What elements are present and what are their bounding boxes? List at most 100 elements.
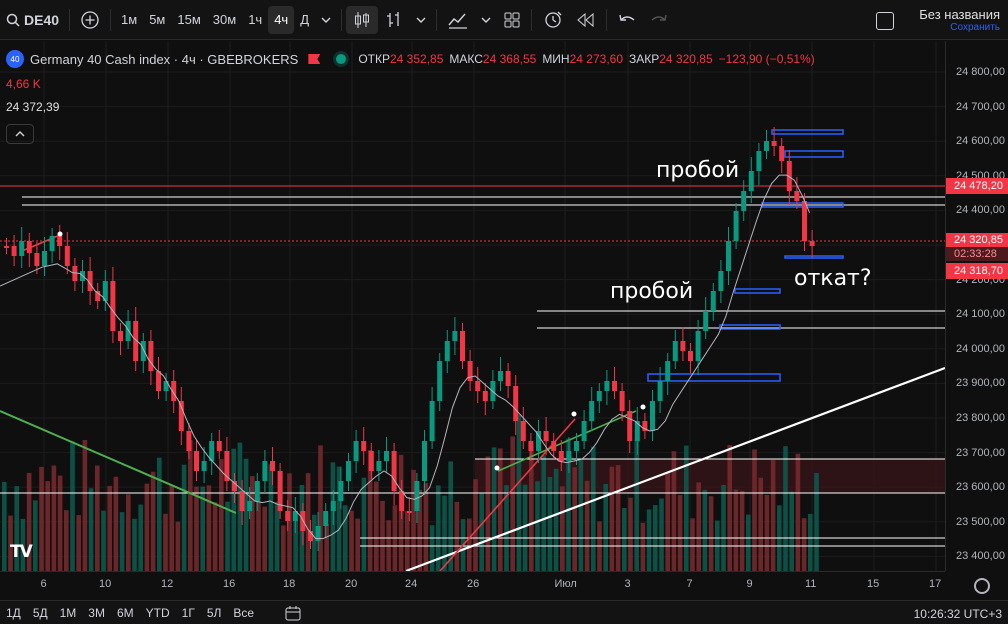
interval-5m[interactable]: 5м [149, 12, 166, 27]
interval-1h[interactable]: 1ч [248, 12, 263, 27]
symbol-badge: 40 [6, 50, 24, 68]
price-tick: 24 100,00 [956, 308, 1005, 321]
range-1m[interactable]: 1М [59, 605, 77, 620]
volume-bar [566, 438, 571, 571]
interval-1m[interactable]: 1м [121, 12, 138, 27]
range-5d[interactable]: 5Д [32, 605, 48, 620]
indicators-dropdown[interactable] [475, 6, 497, 34]
volume-bar [417, 489, 422, 571]
price-tick: 23 400,00 [956, 550, 1005, 563]
calendar-icon[interactable] [284, 604, 302, 622]
volume-bar [361, 477, 367, 571]
order-block [647, 373, 781, 382]
chevron-down-icon [416, 17, 426, 23]
select-checkbox[interactable] [876, 12, 894, 30]
settings-icon[interactable] [974, 578, 990, 594]
volume-bar [702, 489, 708, 571]
range-5y[interactable]: 5Л [206, 605, 222, 620]
volume-bar [225, 501, 230, 571]
candle-body [308, 531, 313, 541]
breakout-annotation-lower[interactable]: пробой [610, 279, 694, 304]
volume-bar [57, 475, 63, 571]
candle-body [178, 401, 184, 431]
candle-body [688, 351, 693, 361]
layout-title[interactable]: Без названия Сохранить [919, 7, 1000, 33]
volume-bar [231, 448, 236, 571]
volume-bar [262, 506, 267, 571]
chart-style-button[interactable] [378, 6, 410, 34]
candle-body [809, 241, 815, 246]
volume-bar [82, 439, 88, 571]
candle-body [201, 461, 207, 471]
level-price-label: 24 478,20 [946, 178, 1008, 194]
replay-icon [577, 12, 594, 27]
chart-style-dropdown[interactable] [410, 6, 432, 34]
range-1d[interactable]: 1Д [6, 605, 21, 620]
candle-body [95, 291, 101, 301]
price-chart[interactable] [0, 41, 946, 573]
layout-button[interactable] [497, 6, 527, 34]
indicators-button[interactable] [441, 6, 475, 34]
volume-bar [553, 468, 559, 571]
candle-body [353, 441, 359, 461]
time-tick: 26 [467, 578, 480, 590]
interval-day[interactable]: Д [300, 12, 310, 27]
candle-body [619, 391, 625, 411]
volume-bar [14, 486, 19, 571]
range-3m[interactable]: 3М [88, 605, 105, 620]
price-tick: 23 500,00 [956, 515, 1005, 528]
range-ytd[interactable]: YTD [145, 605, 170, 620]
alert-button[interactable] [536, 6, 570, 34]
candle-body [102, 281, 108, 301]
candle-body [26, 241, 32, 253]
add-symbol-button[interactable] [74, 6, 106, 34]
candle-body [57, 236, 63, 246]
clock: 10:26:32 UTC+3 [913, 607, 1002, 621]
candle-body [232, 481, 237, 491]
range-6m[interactable]: 6М [116, 605, 134, 620]
volume-bar [572, 467, 577, 571]
redo-button[interactable] [643, 6, 675, 34]
volume-bar [442, 495, 447, 571]
symbol-search[interactable]: DE40 [0, 6, 65, 34]
range-1y[interactable]: 1Г [181, 605, 195, 620]
candle-body [247, 501, 253, 511]
layout-save-status[interactable]: Сохранить [950, 22, 1000, 33]
time-tick: 12 [161, 578, 174, 590]
interval-dropdown[interactable] [315, 6, 337, 34]
marker-dot [640, 404, 646, 410]
candle-body [444, 341, 450, 361]
chart-area[interactable] [0, 41, 946, 573]
price-axis[interactable]: 24 800,00 24 700,00 24 600,00 24 500,00 24 4… [945, 41, 1008, 571]
candle-body [764, 141, 769, 151]
volume-bar [448, 461, 453, 571]
undo-icon [619, 14, 635, 21]
flag-icon[interactable] [308, 54, 321, 64]
candle-body [133, 321, 139, 361]
time-tick: 16 [223, 578, 236, 590]
undo-button[interactable] [611, 6, 643, 34]
candle-body [703, 311, 709, 331]
time-tick: 17 [929, 578, 942, 590]
breakout-annotation-upper[interactable]: пробой [656, 158, 740, 183]
replay-button[interactable] [570, 6, 602, 34]
volume-bar [126, 494, 131, 571]
market-status-icon[interactable] [336, 54, 347, 64]
collapse-legend-button[interactable] [6, 124, 34, 144]
range-all[interactable]: Все [233, 605, 255, 620]
candle-body [482, 391, 488, 401]
candle-body [657, 381, 663, 401]
interval-4h[interactable]: 4ч [268, 5, 295, 34]
interval-15m[interactable]: 15м [177, 12, 201, 27]
pullback-annotation[interactable]: откат? [794, 266, 872, 291]
volume-bar [467, 518, 472, 571]
marker-dot [494, 465, 500, 471]
interval-30m[interactable]: 30м [212, 12, 237, 27]
symbol-title[interactable]: Germany 40 Cash index · 4ч · GBEBROKERS [30, 51, 299, 67]
candle-body [171, 381, 177, 401]
volume-bar [101, 510, 106, 571]
candles-style-button[interactable] [346, 5, 379, 34]
candle-body [118, 331, 123, 341]
time-axis[interactable]: 6 10 12 16 18 20 24 26 Июл 3 7 9 11 15 17 [0, 571, 945, 599]
volume-bar [119, 512, 125, 571]
